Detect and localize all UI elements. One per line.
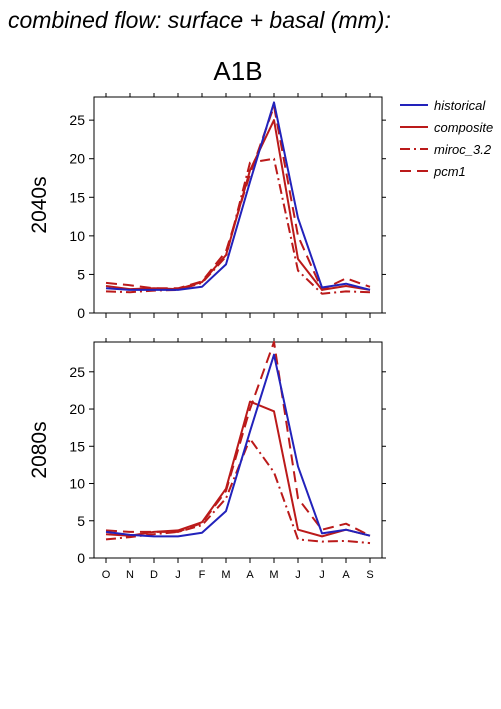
series-line-historical	[105, 101, 371, 291]
legend-label: historical	[434, 98, 486, 113]
x-tick-label: J	[295, 569, 301, 581]
legend-label: pcm1	[433, 164, 466, 179]
legend-label: composite	[434, 120, 493, 135]
panel-2040s: 0 5 10 15 20 25 2040s	[28, 93, 386, 321]
plot-frame	[93, 341, 383, 559]
row-label: 2080s	[28, 421, 51, 478]
series-line-pcm1	[105, 105, 371, 291]
series-line-pcm1	[105, 341, 371, 537]
series-line-historical	[105, 353, 371, 538]
panel-2080s: 0 5 10 15 20 25 O N D J F M A M J J A S 2080s	[28, 338, 386, 581]
page-title: combined flow: surface + basal (mm):	[8, 7, 391, 33]
y-tick-label: 25	[69, 364, 85, 380]
y-tick-label: 10	[69, 228, 85, 244]
x-tick-label: A	[246, 569, 254, 581]
x-tick-label: J	[175, 569, 181, 581]
y-tick-label: 0	[77, 305, 85, 321]
y-tick-label: 15	[69, 438, 85, 454]
y-tick-label: 10	[69, 476, 85, 492]
x-tick-label: O	[102, 569, 111, 581]
x-tick-label: N	[126, 569, 134, 581]
y-tick-label: 20	[69, 151, 85, 167]
scenario-label: A1B	[213, 56, 262, 86]
x-tick-label: S	[366, 569, 373, 581]
y-tick-label: 25	[69, 112, 85, 128]
y-tick-label: 15	[69, 189, 85, 205]
plot-frame	[93, 96, 383, 314]
series-line-composite	[105, 119, 371, 291]
y-tick-label: 5	[77, 513, 85, 529]
y-tick-label: 0	[77, 550, 85, 566]
legend: historical composite miroc_3.2 pcm1	[400, 98, 493, 179]
x-tick-label: J	[319, 569, 325, 581]
x-tick-label: D	[150, 569, 158, 581]
y-tick-label: 5	[77, 266, 85, 282]
legend-label: miroc_3.2	[434, 142, 492, 157]
x-tick-label: M	[221, 569, 230, 581]
row-label: 2040s	[28, 176, 51, 233]
x-tick-label: A	[342, 569, 350, 581]
x-tick-label: M	[269, 569, 278, 581]
y-tick-label: 20	[69, 401, 85, 417]
x-tick-label: F	[199, 569, 206, 581]
